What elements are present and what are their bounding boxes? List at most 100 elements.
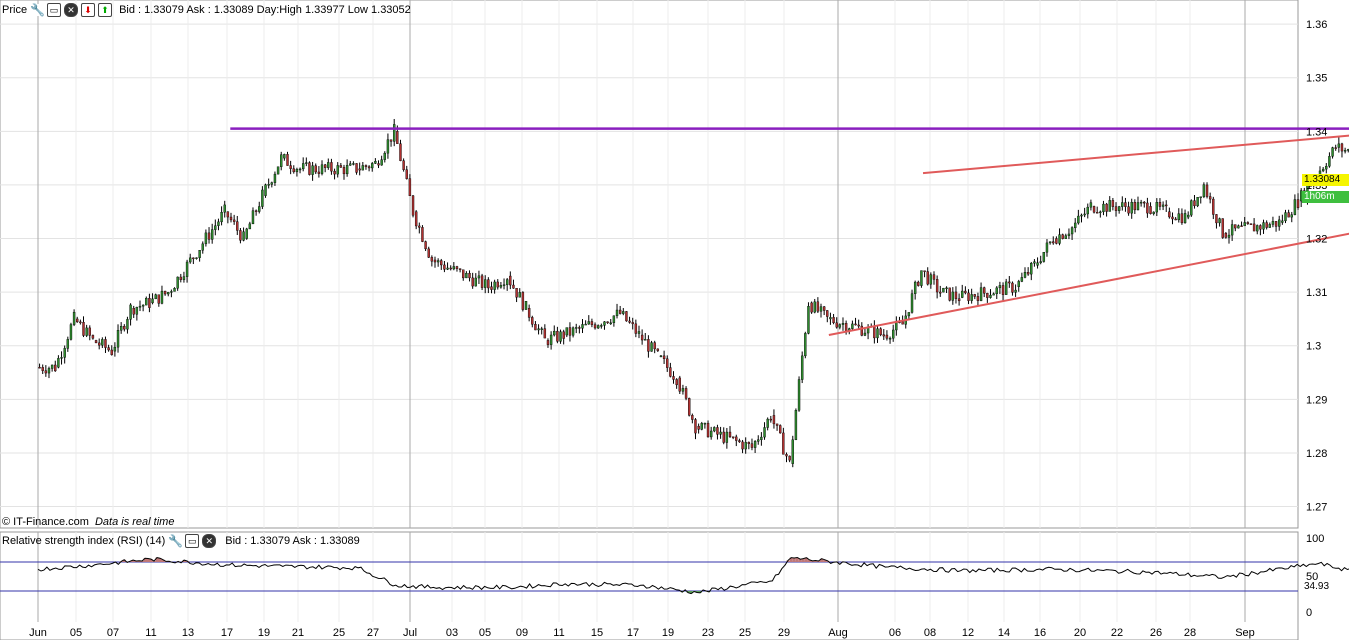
- bear-candle: [747, 442, 751, 444]
- x-tick-label: 25: [739, 627, 751, 639]
- x-tick-label: 22: [1111, 627, 1123, 639]
- bull-candle: [763, 427, 766, 438]
- bear-candle: [54, 364, 57, 372]
- bull-candle: [565, 327, 569, 336]
- bull-candle: [167, 292, 170, 295]
- bear-candle: [976, 296, 980, 301]
- window-icon[interactable]: ▭: [185, 534, 200, 548]
- bull-candle: [63, 348, 66, 358]
- x-tick-label: 06: [889, 627, 901, 639]
- bull-candle: [141, 304, 145, 307]
- bear-candle: [82, 322, 85, 336]
- bull-candle: [1177, 213, 1180, 221]
- x-tick-label: 03: [446, 627, 458, 639]
- bull-candle: [1014, 289, 1017, 293]
- bull-candle: [477, 275, 481, 279]
- bear-candle: [1221, 218, 1224, 238]
- wrench-icon[interactable]: 🔧: [30, 3, 46, 17]
- window-icon[interactable]: ▭: [47, 3, 62, 17]
- bull-candle: [794, 410, 798, 441]
- bear-candle: [1165, 204, 1168, 207]
- bull-candle: [961, 290, 964, 298]
- bear-candle: [440, 260, 443, 266]
- bear-candle: [402, 160, 405, 170]
- bear-candle: [487, 279, 490, 289]
- bear-candle: [618, 309, 622, 314]
- x-tick-label: 17: [627, 627, 639, 639]
- bull-candle: [709, 430, 713, 438]
- close-icon[interactable]: ✕: [202, 534, 217, 548]
- bull-candle: [989, 294, 992, 298]
- bull-candle: [113, 346, 117, 352]
- x-tick-label: 11: [553, 627, 564, 639]
- bear-candle: [923, 270, 926, 272]
- bull-candle: [386, 139, 390, 154]
- bull-candle: [979, 287, 983, 301]
- bear-candle: [515, 288, 518, 298]
- x-tick-label: 29: [778, 627, 790, 639]
- bull-candle: [1278, 219, 1281, 227]
- bull-candle: [129, 304, 132, 320]
- x-tick-label: 28: [1184, 627, 1196, 639]
- bull-candle: [1152, 211, 1155, 214]
- bear-candle: [490, 286, 493, 290]
- wrench-icon[interactable]: 🔧: [168, 534, 184, 548]
- rsi-value-tag: 34.93: [1302, 581, 1349, 593]
- bear-candle: [1105, 203, 1108, 212]
- close-icon[interactable]: ✕: [64, 3, 79, 17]
- bear-candle: [860, 325, 864, 336]
- bull-candle: [1161, 204, 1165, 207]
- rsi-y-tick-label: 0: [1306, 607, 1312, 619]
- bear-candle: [967, 292, 970, 301]
- bull-candle: [1237, 225, 1240, 229]
- bear-candle: [873, 325, 876, 339]
- bull-candle: [301, 163, 305, 170]
- x-tick-label: 05: [70, 627, 82, 639]
- bull-candle: [615, 309, 619, 317]
- bear-candle: [738, 440, 741, 443]
- arrow-down-icon[interactable]: ⬇: [81, 3, 96, 17]
- y-tick-label: 1.3: [1306, 341, 1321, 353]
- bull-candle: [151, 298, 154, 304]
- bear-candle: [653, 342, 656, 350]
- bull-candle: [942, 287, 945, 293]
- bull-candle: [465, 273, 468, 279]
- bull-candle: [198, 250, 201, 258]
- bull-candle: [1347, 149, 1349, 151]
- arrow-up-icon[interactable]: ⬆: [98, 3, 113, 17]
- bull-candle: [596, 325, 600, 329]
- bull-candle: [220, 211, 223, 223]
- bear-candle: [1158, 202, 1162, 207]
- bear-candle: [901, 321, 904, 325]
- bull-candle: [907, 312, 911, 317]
- rsi-panel-frame: [0, 531, 1299, 640]
- bear-candle: [948, 287, 951, 301]
- bull-candle: [876, 328, 879, 339]
- bear-candle: [1296, 199, 1300, 208]
- bull-candle: [1196, 197, 1199, 207]
- bull-candle: [813, 301, 816, 313]
- bull-candle: [744, 442, 747, 450]
- bear-candle: [879, 328, 882, 335]
- bear-candle: [716, 427, 719, 435]
- bear-candle: [79, 321, 82, 324]
- bull-candle: [524, 301, 528, 310]
- bear-candle: [496, 281, 499, 288]
- bear-candle: [964, 290, 967, 294]
- bear-candle: [688, 398, 691, 416]
- bull-candle: [371, 163, 374, 169]
- bull-candle: [320, 164, 324, 174]
- bear-candle: [882, 334, 885, 337]
- bull-candle: [1325, 165, 1328, 170]
- bull-candle: [248, 223, 252, 230]
- bull-candle: [223, 204, 226, 213]
- rsi-toolbar: Relative strength index (RSI) (14) 🔧 ▭ ✕…: [2, 534, 360, 548]
- bull-candle: [587, 321, 590, 325]
- x-tick-label: 12: [962, 627, 974, 639]
- bear-candle: [1334, 147, 1337, 149]
- bear-candle: [468, 273, 471, 279]
- bull-candle: [571, 327, 575, 336]
- bull-candle: [242, 231, 245, 241]
- bull-candle: [1045, 242, 1049, 253]
- bear-candle: [1193, 200, 1196, 207]
